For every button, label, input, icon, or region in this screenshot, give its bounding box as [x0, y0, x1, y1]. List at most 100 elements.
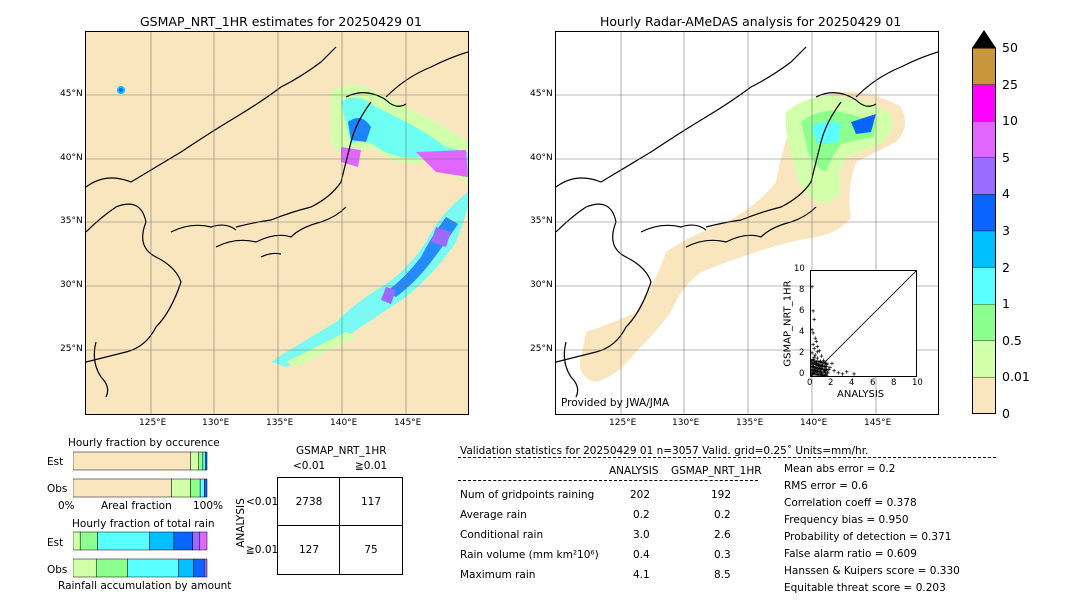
scatter-point — [811, 309, 815, 313]
scatter-diagonal — [811, 271, 916, 376]
scatter-point — [821, 358, 826, 363]
occurrence-obs-segment-1 — [171, 478, 191, 498]
scatter-point — [811, 328, 814, 332]
left-map — [85, 31, 469, 415]
validation-row-2-analysis: 3.0 — [633, 529, 650, 541]
validation-row-0-gsmap: 192 — [711, 489, 732, 501]
contingency-grid: 2738 117 127 75 — [277, 477, 403, 575]
colorbar-segment-0 — [972, 47, 996, 85]
score-2: Correlation coeff = 0.378 — [784, 497, 917, 509]
scatter-point — [817, 372, 821, 376]
occurrence-xlabel: Areal fraction — [101, 500, 172, 512]
contingency-cell-no-yes: 117 — [360, 496, 382, 508]
colorbar-label-8: 0.5 — [1002, 332, 1022, 348]
total-rain-obs-segment-1 — [95, 558, 128, 578]
scatter-point — [813, 336, 817, 340]
left-lat-label-40: 40°N — [60, 153, 83, 163]
scatter-point — [822, 364, 827, 369]
scatter-xtick-4: 4 — [849, 378, 855, 388]
scatter-point — [816, 366, 820, 371]
scatter-ytick-10: 10 — [794, 264, 805, 274]
scatter-point — [820, 360, 824, 365]
score-6: Hanssen & Kuipers score = 0.330 — [784, 565, 960, 577]
total-rain-est-segment-1 — [79, 531, 98, 551]
occurrence-obs-segment-3 — [199, 478, 205, 498]
scatter-point — [812, 355, 816, 359]
occurrence-est-segment-3 — [202, 451, 206, 471]
colorbar-label-1: 25 — [1002, 76, 1018, 92]
occurrence-x100: 100% — [193, 500, 224, 512]
colorbar — [972, 30, 996, 414]
left-map-gridlines — [86, 32, 468, 414]
contingency-header: GSMAP_NRT_1HR — [296, 445, 387, 457]
scatter-point — [815, 350, 820, 354]
total-rain-obs-segment-2 — [127, 558, 179, 578]
occurrence-row-obs: Obs — [47, 483, 68, 495]
scatter-point — [811, 357, 815, 361]
colorbar-segment-4 — [972, 194, 996, 232]
scatter-point — [813, 353, 817, 357]
left-lat-label-25: 25°N — [60, 344, 83, 354]
validation-row-4-analysis: 4.1 — [633, 569, 650, 581]
total-rain-obs-segment-0 — [73, 558, 97, 578]
score-4: Probability of detection = 0.371 — [784, 531, 952, 543]
scatter-xtick-2: 2 — [828, 378, 834, 388]
colorbar-label-4: 4 — [1002, 186, 1010, 202]
scatter-xtick-6: 6 — [870, 378, 876, 388]
occurrence-est-segment-2 — [198, 451, 204, 471]
validation-row-3-analysis: 0.4 — [633, 549, 650, 561]
scatter-ytick-8: 8 — [799, 285, 805, 295]
score-0: Mean abs error = 0.2 — [784, 463, 896, 475]
scatter-point — [840, 372, 845, 376]
colorbar-extend-arrow — [972, 30, 996, 48]
occurrence-obs-segment-2 — [190, 478, 201, 498]
validation-col-divider — [458, 480, 758, 481]
validation-row-4-gsmap: 8.5 — [714, 569, 731, 581]
total-rain-obs-segment-4 — [193, 558, 205, 578]
contingency-row-2: ≧0.01 — [246, 544, 279, 556]
colorbar-label-9: 0.01 — [1002, 369, 1030, 385]
scatter-point — [821, 373, 825, 376]
total-rain-obs-segment-5 — [204, 558, 208, 578]
left-lon-label-140: 140°E — [330, 418, 358, 428]
left-map-coastlines — [86, 46, 468, 398]
right-map-title: Hourly Radar-AMeDAS analysis for 2025042… — [600, 14, 902, 29]
score-5: False alarm ratio = 0.609 — [784, 548, 917, 560]
validation-col-analysis: ANALYSIS — [609, 465, 659, 477]
colorbar-segment-9 — [972, 377, 996, 414]
contingency-col-2: ≧0.01 — [355, 460, 388, 472]
scatter-ytick-6: 6 — [799, 306, 805, 316]
validation-row-0-label: Num of gridpoints raining — [460, 489, 595, 501]
right-lat-label-25: 25°N — [530, 344, 553, 354]
scatter-point — [852, 372, 856, 376]
contingency-row-1: <0.01 — [246, 496, 279, 508]
scatter-point — [812, 346, 816, 351]
scatter-point — [814, 339, 819, 344]
scatter-point — [811, 351, 814, 355]
contingency-cell-yes-no: 127 — [298, 544, 320, 556]
score-3: Frequency bias = 0.950 — [784, 514, 909, 526]
scatter-point — [815, 356, 820, 360]
contingency-cell-no-no: 2738 — [295, 496, 323, 508]
scatter-point — [836, 371, 841, 375]
colorbar-segment-6 — [972, 267, 996, 305]
validation-header: Validation statistics for 20250429 01 n=… — [460, 445, 869, 457]
scatter-point — [812, 317, 816, 322]
scatter-ylabel: GSMAP_NRT_1HR — [782, 280, 794, 367]
total-rain-est-segment-6 — [199, 531, 208, 551]
scatter-point — [818, 370, 823, 374]
colorbar-label-7: 1 — [1002, 296, 1010, 312]
occurrence-chart — [73, 451, 208, 498]
left-lat-label-35: 35°N — [60, 216, 83, 226]
left-lat-label-45: 45°N — [60, 89, 83, 99]
scatter-plot — [811, 271, 916, 376]
scatter-point — [817, 349, 822, 353]
scatter-point — [832, 368, 836, 373]
right-lat-label-35: 35°N — [530, 216, 553, 226]
right-lon-label-135: 135°E — [736, 418, 764, 428]
total-rain-xlabel: Rainfall accumulation by amount — [58, 580, 232, 592]
total-rain-obs-segment-3 — [178, 558, 194, 578]
left-lat-label-30: 30°N — [60, 280, 83, 290]
total-rain-row-obs: Obs — [47, 564, 68, 576]
right-map-gridlines — [556, 32, 938, 414]
